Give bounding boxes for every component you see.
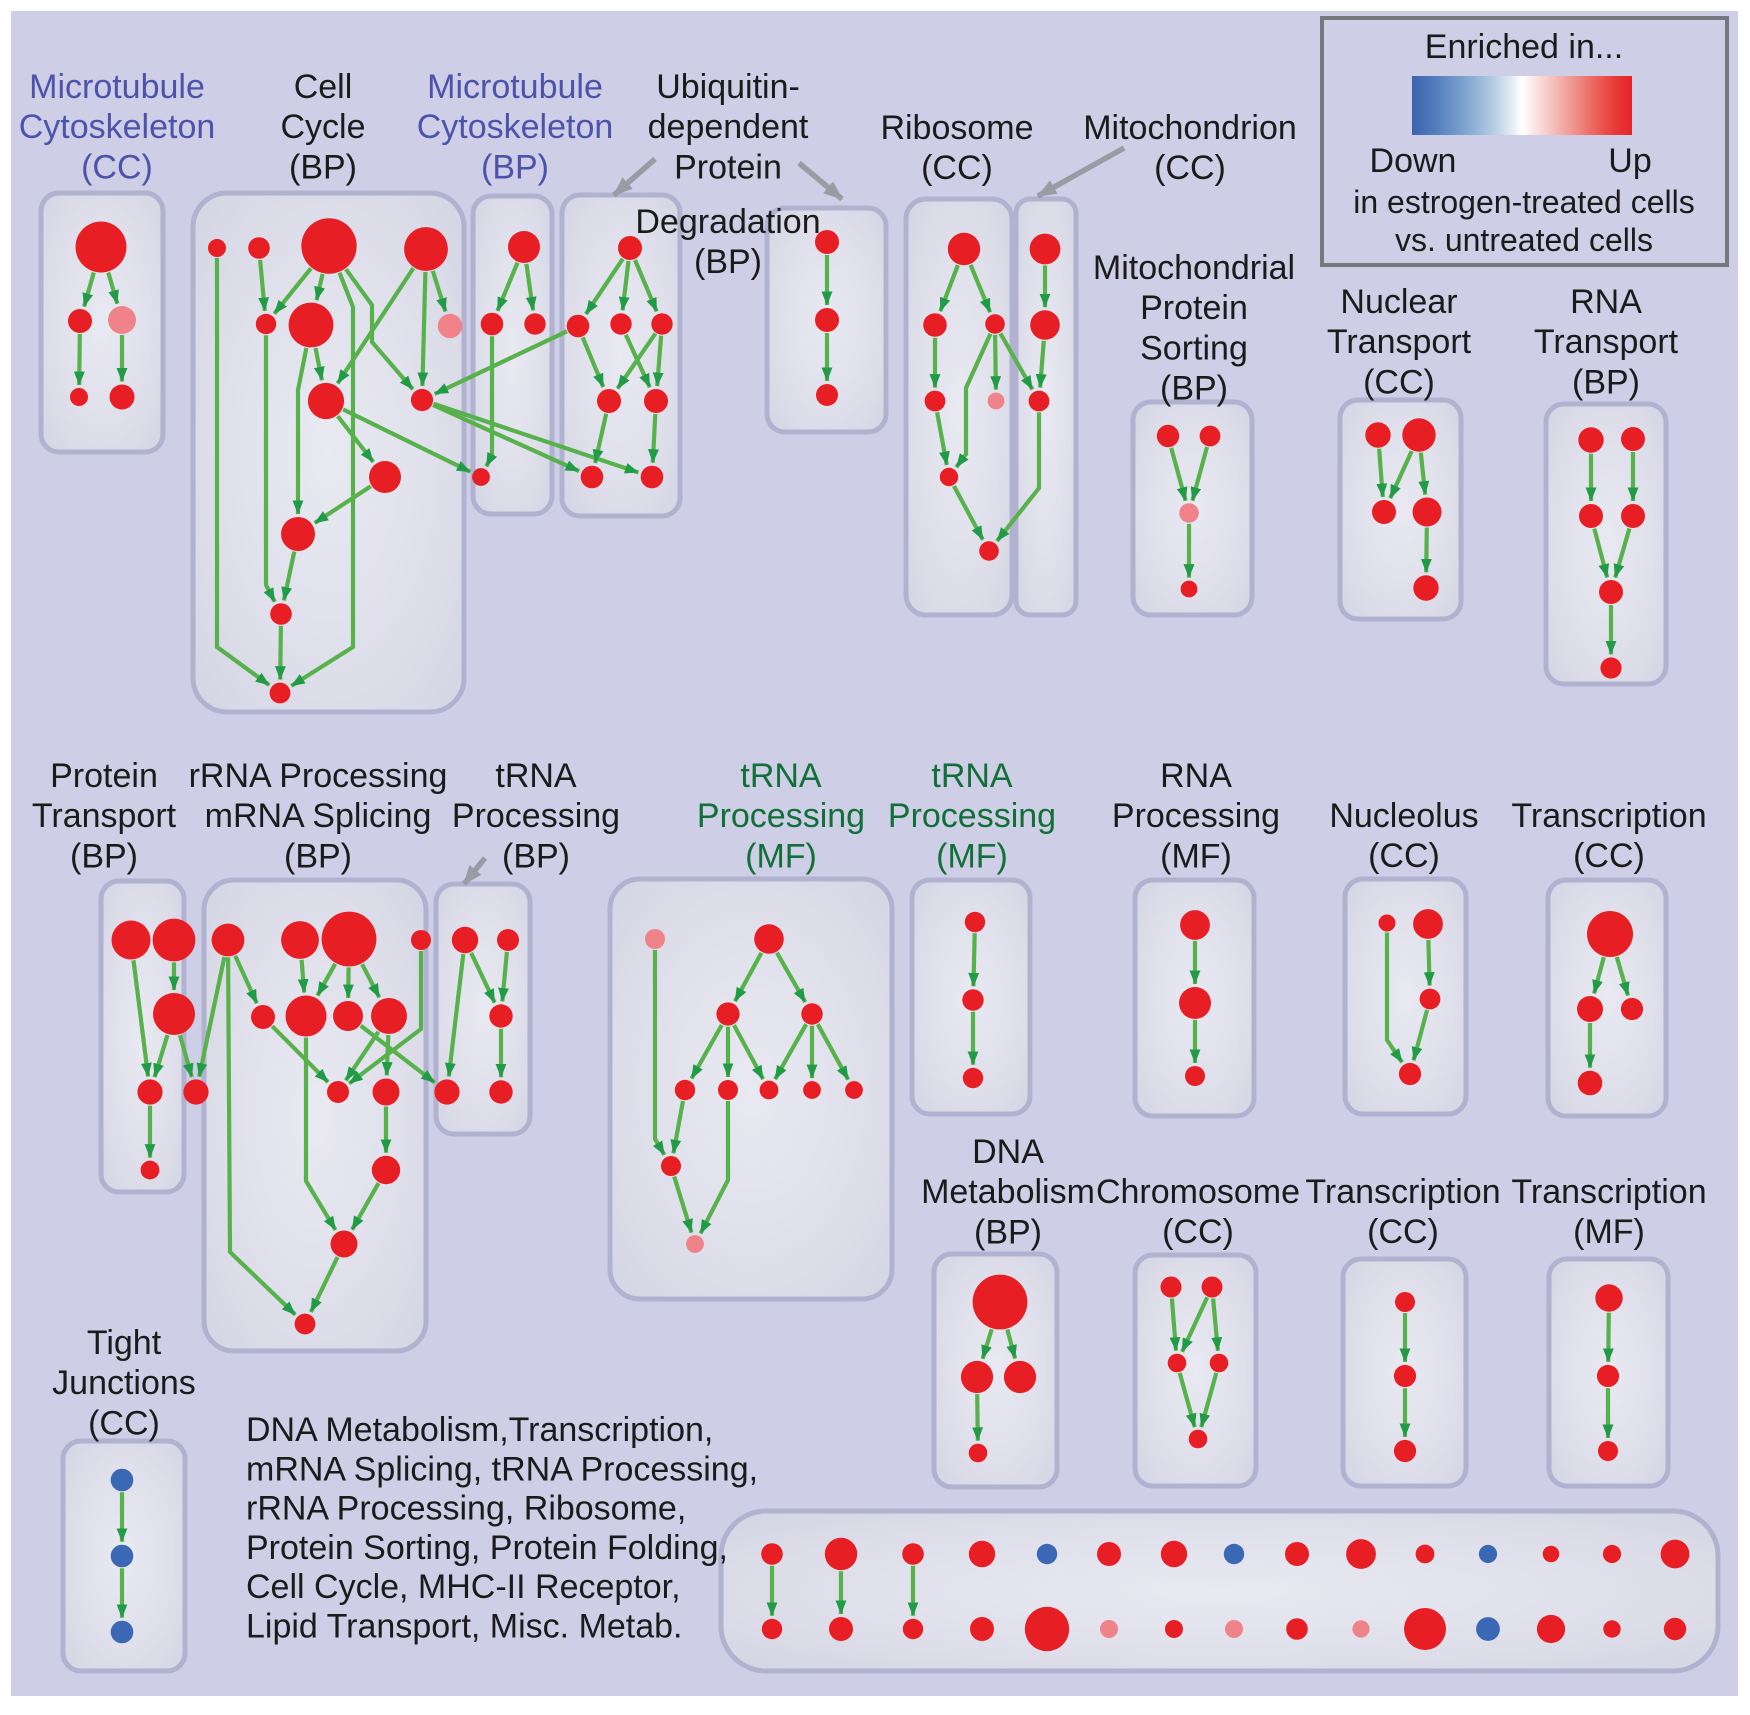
svg-text:Transcription: Transcription	[1511, 1173, 1706, 1211]
svg-text:Protein: Protein	[674, 148, 782, 186]
svg-text:(MF): (MF)	[936, 837, 1008, 875]
svg-text:(CC): (CC)	[1363, 363, 1435, 401]
svg-text:(CC): (CC)	[1367, 1213, 1439, 1251]
svg-text:(CC): (CC)	[88, 1404, 160, 1442]
svg-text:(CC): (CC)	[1573, 837, 1645, 875]
svg-text:Mitochondrial: Mitochondrial	[1093, 249, 1295, 287]
svg-text:(BP): (BP)	[289, 148, 357, 186]
svg-text:Transcription: Transcription	[1305, 1173, 1500, 1211]
svg-text:Protein: Protein	[50, 757, 158, 795]
svg-text:Cell: Cell	[294, 68, 353, 106]
svg-text:in estrogen-treated cells: in estrogen-treated cells	[1353, 184, 1695, 220]
svg-text:Metabolism: Metabolism	[921, 1173, 1095, 1211]
svg-text:mRNA Splicing, tRNA Processing: mRNA Splicing, tRNA Processing,	[246, 1450, 758, 1488]
svg-text:Chromosome: Chromosome	[1096, 1173, 1300, 1211]
svg-text:Down: Down	[1370, 142, 1457, 180]
svg-text:Nuclear: Nuclear	[1340, 283, 1457, 321]
svg-text:Transport: Transport	[32, 797, 177, 835]
svg-text:Enriched in...: Enriched in...	[1425, 28, 1623, 66]
svg-text:(CC): (CC)	[1154, 149, 1226, 187]
svg-text:tRNA: tRNA	[931, 757, 1013, 795]
svg-text:(MF): (MF)	[1160, 837, 1232, 875]
svg-text:(BP): (BP)	[70, 837, 138, 875]
svg-text:(CC): (CC)	[1368, 837, 1440, 875]
svg-text:Microtubule: Microtubule	[427, 68, 603, 106]
svg-text:(BP): (BP)	[284, 837, 352, 875]
svg-text:Transcription: Transcription	[1511, 797, 1706, 835]
svg-text:Transport: Transport	[1534, 323, 1679, 361]
svg-text:Cell Cycle, MHC-II Receptor,: Cell Cycle, MHC-II Receptor,	[246, 1568, 681, 1606]
svg-text:rRNA Processing: rRNA Processing	[189, 757, 448, 795]
svg-text:(BP): (BP)	[974, 1213, 1042, 1251]
svg-text:rRNA Processing, Ribosome,: rRNA Processing, Ribosome,	[246, 1490, 686, 1528]
svg-text:Sorting: Sorting	[1140, 329, 1248, 367]
svg-text:Tight: Tight	[87, 1324, 162, 1362]
svg-text:tRNA: tRNA	[740, 757, 822, 795]
svg-text:Up: Up	[1608, 142, 1651, 180]
svg-text:Junctions: Junctions	[52, 1364, 196, 1402]
svg-text:Nucleolus: Nucleolus	[1329, 797, 1478, 835]
svg-text:(CC): (CC)	[921, 149, 993, 187]
svg-text:RNA: RNA	[1160, 757, 1232, 795]
svg-text:mRNA Splicing: mRNA Splicing	[205, 797, 432, 835]
svg-text:Cytoskeleton: Cytoskeleton	[417, 108, 614, 146]
svg-text:Protein: Protein	[1140, 289, 1248, 327]
svg-text:Ubiquitin-: Ubiquitin-	[656, 68, 800, 106]
svg-text:DNA Metabolism,Transcription,: DNA Metabolism,Transcription,	[246, 1411, 713, 1449]
svg-text:Ribosome: Ribosome	[880, 109, 1033, 147]
svg-text:dependent: dependent	[648, 108, 809, 146]
svg-text:(MF): (MF)	[1573, 1213, 1645, 1251]
svg-text:(BP): (BP)	[481, 148, 549, 186]
svg-text:(BP): (BP)	[694, 243, 762, 281]
svg-text:Degradation: Degradation	[635, 203, 820, 241]
svg-text:Lipid Transport, Misc. Metab.: Lipid Transport, Misc. Metab.	[246, 1608, 683, 1646]
svg-text:Transport: Transport	[1327, 323, 1472, 361]
svg-text:(BP): (BP)	[1572, 363, 1640, 401]
svg-text:(CC): (CC)	[81, 148, 153, 186]
svg-text:(MF): (MF)	[745, 837, 817, 875]
svg-text:RNA: RNA	[1570, 283, 1642, 321]
svg-text:Microtubule: Microtubule	[29, 68, 205, 106]
svg-text:Processing: Processing	[452, 797, 620, 835]
svg-text:Processing: Processing	[888, 797, 1056, 835]
svg-text:DNA: DNA	[972, 1133, 1044, 1171]
svg-text:(BP): (BP)	[502, 837, 570, 875]
svg-text:Processing: Processing	[1112, 797, 1280, 835]
svg-text:(BP): (BP)	[1160, 370, 1228, 408]
svg-text:Protein Sorting, Protein Foldi: Protein Sorting, Protein Folding,	[246, 1529, 728, 1567]
svg-text:(CC): (CC)	[1162, 1213, 1234, 1251]
svg-text:tRNA: tRNA	[495, 757, 577, 795]
svg-text:Mitochondrion: Mitochondrion	[1083, 109, 1297, 147]
svg-text:Cytoskeleton: Cytoskeleton	[19, 108, 216, 146]
svg-text:Processing: Processing	[697, 797, 865, 835]
svg-text:vs. untreated cells: vs. untreated cells	[1395, 222, 1653, 258]
svg-text:Cycle: Cycle	[280, 108, 365, 146]
